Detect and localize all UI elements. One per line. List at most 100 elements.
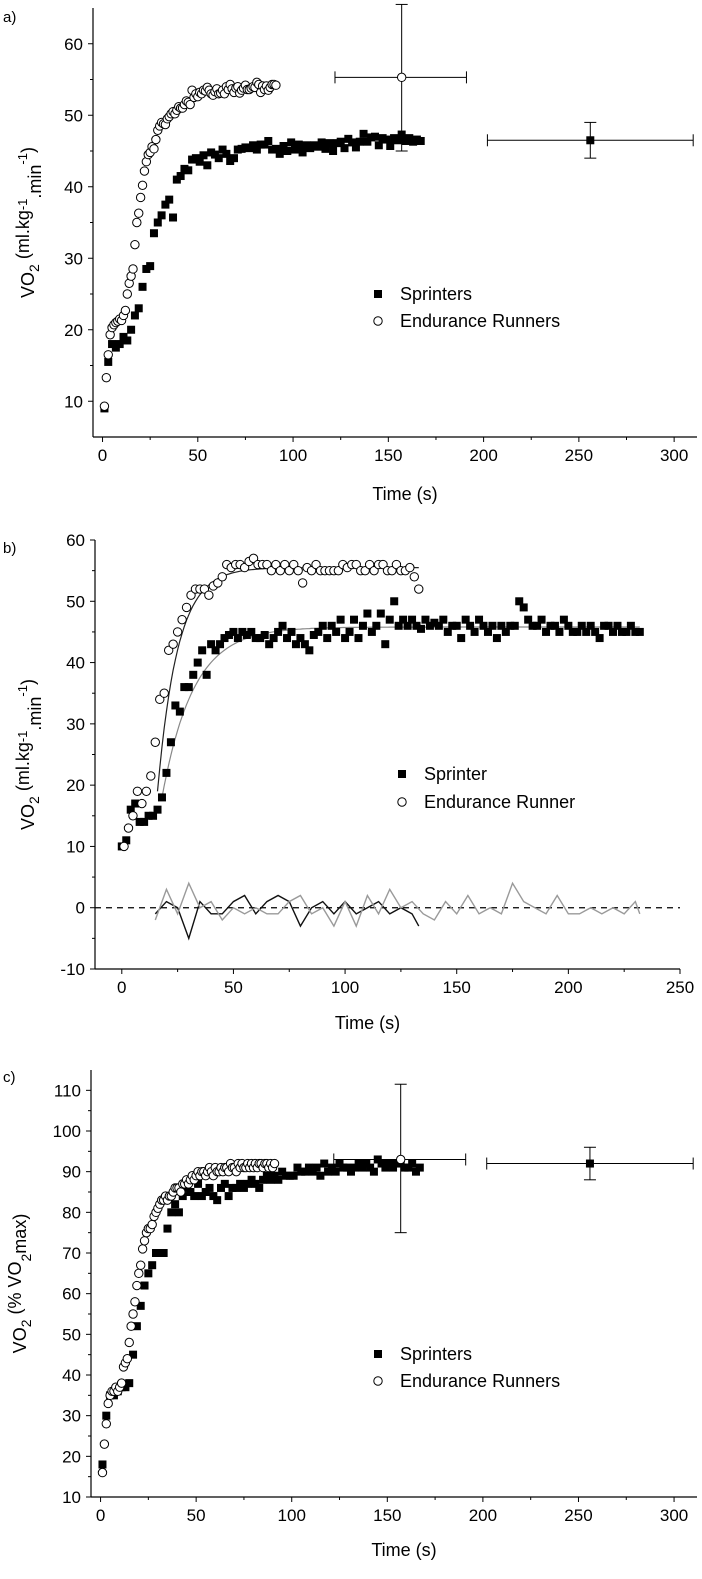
data-point-sprinter (363, 137, 372, 146)
data-point-sprinter (635, 627, 644, 636)
data-point-endurance (116, 1378, 127, 1388)
x-tick-label: 100 (331, 978, 359, 997)
data-point-sprinter (313, 142, 322, 151)
data-point-sprinter (515, 597, 524, 606)
data-point-sprinter (130, 311, 139, 320)
data-point-endurance (132, 217, 142, 228)
data-point-endurance (99, 1439, 110, 1449)
residual-line-sprinter (154, 894, 420, 941)
data-point-sprinter (249, 141, 258, 150)
y-tick-label: 90 (62, 1163, 81, 1182)
legend-marker-endurance (397, 797, 407, 807)
data-point-sprinter (205, 1183, 214, 1192)
data-point-sprinter (389, 1163, 398, 1172)
data-point-endurance (128, 264, 138, 274)
x-tick-label: 50 (187, 1506, 206, 1525)
y-tick-label: 40 (62, 1366, 81, 1385)
data-point-sprinter (283, 634, 292, 643)
y-tick-label: 10 (64, 392, 83, 411)
data-point-endurance (172, 627, 183, 637)
data-point-sprinter (317, 138, 326, 147)
data-point-sprinter (175, 707, 184, 716)
legend-label: Endurance Runner (424, 792, 575, 812)
data-point-sprinter (448, 621, 457, 630)
data-point-sprinter (327, 1163, 336, 1172)
data-point-sprinter (293, 1163, 302, 1172)
data-point-sprinter (399, 615, 408, 624)
data-point-sprinter (355, 137, 364, 146)
y-tick-label: 60 (62, 1285, 81, 1304)
data-point-sprinter (550, 621, 559, 630)
data-point-sprinter (233, 634, 242, 643)
data-point-sprinter (336, 615, 345, 624)
data-point-sprinter (186, 1188, 195, 1196)
data-point-sprinter (270, 1171, 279, 1180)
x-tick-label: 150 (374, 446, 402, 465)
x-tick-label: 200 (554, 978, 582, 997)
data-point-endurance (177, 614, 187, 625)
data-point-sprinter (524, 615, 533, 624)
y-tick-label: 30 (66, 715, 85, 734)
data-point-endurance (405, 562, 415, 573)
data-point-sprinter (283, 147, 292, 155)
x-tick-label: 250 (564, 1506, 592, 1525)
data-point-sprinter (461, 615, 470, 624)
data-point-sprinter (475, 615, 484, 624)
x-axis-title: Time (s) (371, 1540, 436, 1560)
x-tick-label: 300 (660, 1506, 688, 1525)
data-point-sprinter (613, 621, 622, 630)
y-axis-title-part: ) (18, 147, 38, 153)
data-point-sprinter (236, 1179, 245, 1188)
data-point-sprinter (162, 768, 171, 777)
data-point-endurance (120, 305, 131, 316)
data-point-sprinter (201, 1188, 210, 1196)
data-point-endurance (150, 737, 160, 747)
y-tick-label: 0 (76, 899, 85, 918)
y-axis-title-part: -1 (15, 731, 30, 743)
y-tick-label: 60 (64, 35, 83, 54)
data-point-sprinter (279, 141, 288, 150)
data-point-sprinter (269, 634, 278, 643)
data-point-sprinter (148, 1261, 157, 1270)
data-point-sprinter (166, 738, 175, 747)
data-point-sprinter (275, 149, 284, 158)
data-point-endurance (181, 602, 192, 613)
data-point-endurance (297, 578, 308, 588)
y-tick-label: 40 (66, 654, 85, 673)
legend-label: Sprinters (400, 1344, 472, 1364)
data-point-sprinter (251, 1179, 260, 1188)
data-point-sprinter (341, 634, 350, 643)
legend-label: Sprinter (424, 764, 487, 784)
data-point-sprinter (140, 1281, 149, 1290)
data-point-endurance (141, 786, 152, 796)
y-axis-title-part: -1 (15, 199, 30, 211)
legend-label: Endurance Runners (400, 311, 560, 331)
data-point-sprinter (220, 1179, 229, 1188)
data-point-sprinter (443, 627, 452, 636)
y-tick-label: 50 (66, 592, 85, 611)
y-axis-title-part: .min (25, 165, 45, 199)
data-point-sprinter (301, 1167, 310, 1176)
data-point-sprinter (252, 145, 261, 154)
data-point-sprinter (533, 621, 542, 630)
data-point-sprinter (247, 1175, 256, 1184)
data-point-sprinter (542, 627, 551, 636)
data-point-sprinter (193, 658, 202, 667)
data-point-sprinter (622, 627, 631, 636)
data-point-sprinter (287, 627, 296, 636)
data-point-sprinter (415, 1163, 424, 1172)
data-point-sprinter (376, 609, 385, 618)
y-tick-label: 70 (62, 1244, 81, 1263)
data-point-endurance (97, 1467, 108, 1478)
data-point-sprinter (416, 136, 425, 145)
data-point-endurance (135, 192, 146, 203)
data-point-sprinter (403, 621, 412, 630)
x-tick-label: 0 (96, 1506, 105, 1525)
data-point-sprinter (157, 211, 166, 220)
data-point-endurance (132, 786, 143, 796)
y-axis-title-part: (ml.kg (13, 742, 33, 796)
data-point-endurance (128, 811, 138, 821)
x-tick-label: 200 (469, 1506, 497, 1525)
data-point-sprinter (127, 325, 136, 334)
legend-label: Sprinters (400, 284, 472, 304)
